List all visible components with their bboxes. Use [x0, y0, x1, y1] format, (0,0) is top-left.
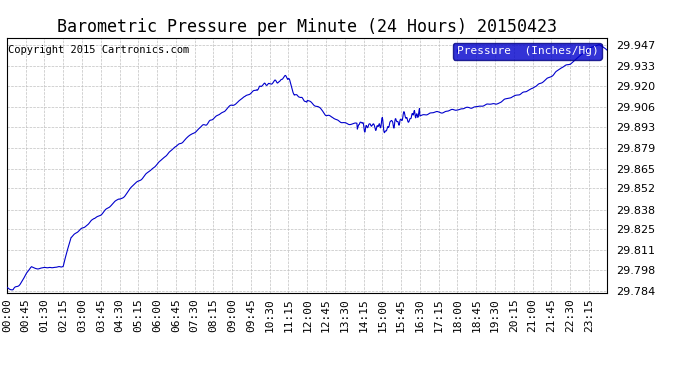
Legend: Pressure  (Inches/Hg): Pressure (Inches/Hg) — [453, 43, 602, 60]
Title: Barometric Pressure per Minute (24 Hours) 20150423: Barometric Pressure per Minute (24 Hours… — [57, 18, 557, 36]
Text: Copyright 2015 Cartronics.com: Copyright 2015 Cartronics.com — [8, 45, 189, 55]
